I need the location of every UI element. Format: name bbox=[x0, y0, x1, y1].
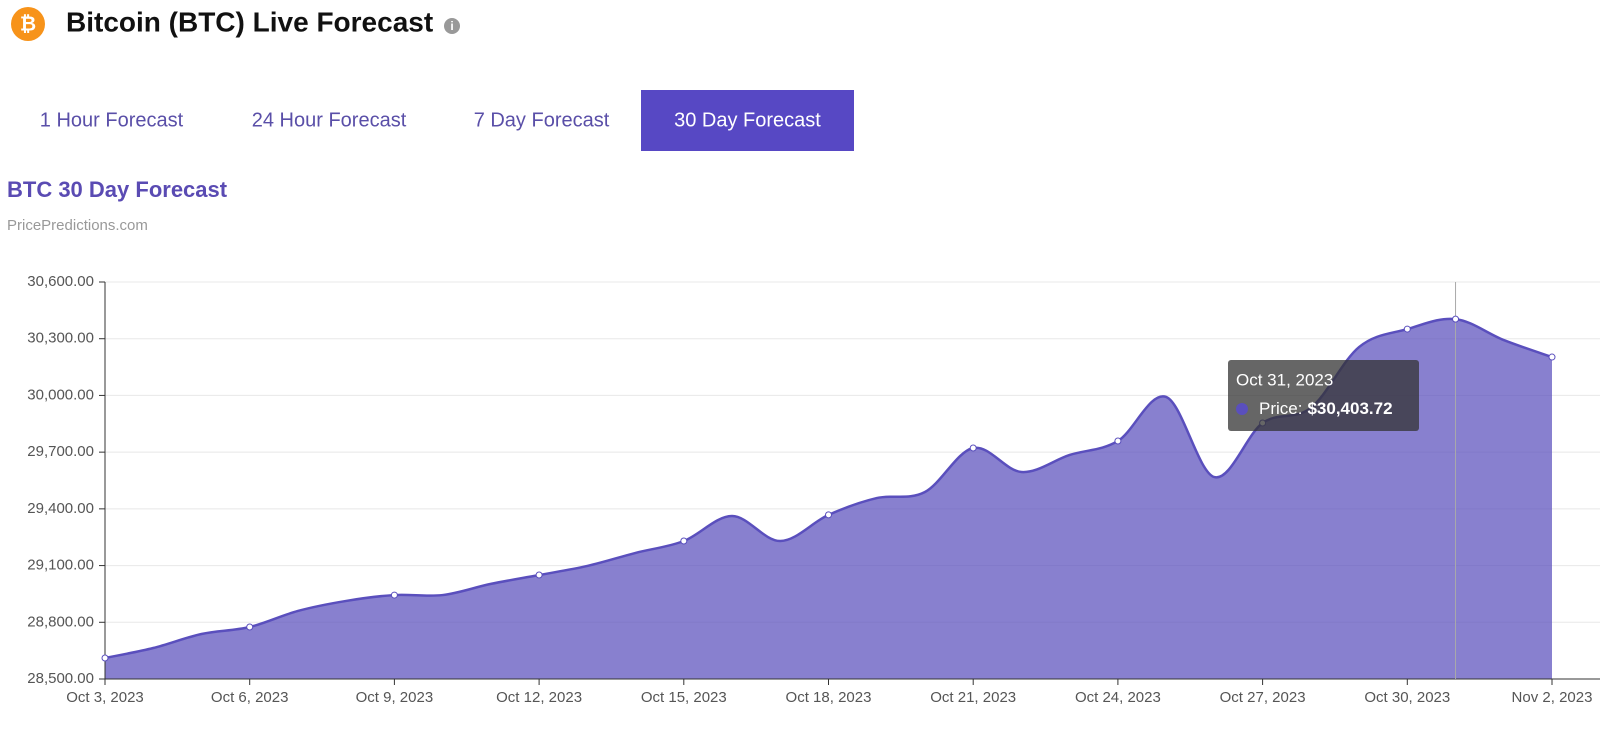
x-tick-label: Oct 12, 2023 bbox=[496, 689, 582, 706]
x-tick-label: Oct 6, 2023 bbox=[211, 689, 289, 706]
y-tick-label: 28,500.00 bbox=[27, 670, 94, 687]
chart-title: BTC 30 Day Forecast bbox=[7, 177, 228, 202]
y-tick-label: 30,600.00 bbox=[27, 273, 94, 290]
tab-label: 1 Hour Forecast bbox=[40, 109, 184, 131]
y-tick-label: 29,700.00 bbox=[27, 443, 94, 460]
point-marker bbox=[1403, 325, 1411, 333]
tab-background bbox=[641, 90, 854, 151]
y-tick-label: 30,300.00 bbox=[27, 330, 94, 347]
x-tick-label: Oct 24, 2023 bbox=[1075, 689, 1161, 706]
point-marker bbox=[1114, 437, 1122, 445]
tab-background bbox=[443, 90, 640, 151]
info-icon[interactable] bbox=[444, 18, 460, 34]
info-glyph: i bbox=[450, 19, 453, 33]
tooltip-date: Oct 31, 2023 bbox=[1236, 370, 1333, 389]
x-tick-label: Oct 9, 2023 bbox=[356, 689, 434, 706]
y-tick-label: 30,000.00 bbox=[27, 386, 94, 403]
y-tick-label: 29,400.00 bbox=[27, 500, 94, 517]
point-marker bbox=[1452, 315, 1460, 323]
tab[interactable]: 1 Hour Forecast bbox=[8, 90, 215, 151]
y-tick-label: 29,100.00 bbox=[27, 557, 94, 574]
tab[interactable]: 24 Hour Forecast bbox=[218, 90, 440, 151]
chart-source: PricePredictions.com bbox=[7, 217, 148, 234]
tooltip-row: Price: $30,403.72 bbox=[1259, 399, 1393, 418]
tab-label: 7 Day Forecast bbox=[474, 109, 610, 131]
x-tick-label: Oct 3, 2023 bbox=[66, 689, 144, 706]
x-tick-label: Oct 18, 2023 bbox=[786, 689, 872, 706]
tab-label: 30 Day Forecast bbox=[674, 109, 821, 131]
tab-background bbox=[8, 90, 215, 151]
point-marker bbox=[680, 537, 688, 545]
point-marker bbox=[535, 571, 543, 579]
tooltip: Oct 31, 2023 Price: $30,403.72 bbox=[1228, 360, 1419, 431]
tooltip-label: Price: bbox=[1259, 399, 1302, 418]
point-marker bbox=[390, 591, 398, 599]
tab[interactable]: 7 Day Forecast bbox=[443, 90, 640, 151]
point-marker bbox=[825, 511, 832, 519]
bitcoin-symbol: ₿ bbox=[20, 13, 36, 35]
tab-label: 24 Hour Forecast bbox=[252, 109, 407, 131]
tooltip-value: $30,403.72 bbox=[1307, 399, 1392, 418]
x-tick-label: Oct 27, 2023 bbox=[1220, 689, 1306, 706]
x-tick-label: Nov 2, 2023 bbox=[1512, 689, 1593, 706]
area-fill bbox=[105, 318, 1552, 679]
y-tick-label: 28,800.00 bbox=[27, 613, 94, 630]
x-tick-label: Oct 15, 2023 bbox=[641, 689, 727, 706]
x-tick-label: Oct 30, 2023 bbox=[1364, 689, 1450, 706]
page-title: Bitcoin (BTC) Live Forecast bbox=[66, 6, 433, 37]
x-tick-label: Oct 21, 2023 bbox=[930, 689, 1016, 706]
point-marker bbox=[246, 623, 254, 631]
tab[interactable]: 30 Day Forecast bbox=[641, 90, 854, 151]
tooltip-box bbox=[1228, 360, 1419, 431]
tooltip-swatch bbox=[1236, 403, 1248, 415]
bitcoin-icon bbox=[11, 7, 45, 41]
point-marker bbox=[969, 444, 977, 452]
point-marker bbox=[101, 654, 109, 662]
point-marker bbox=[1548, 353, 1556, 361]
tab-background bbox=[218, 90, 440, 151]
